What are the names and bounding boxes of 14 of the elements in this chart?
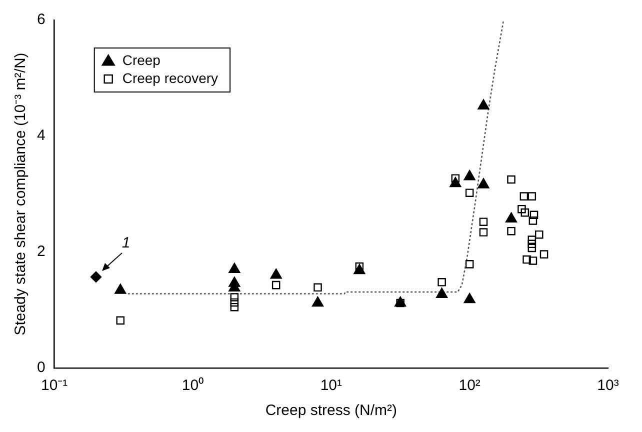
x-axis-title: Creep stress (N/m²): [265, 402, 398, 420]
y-tick-label: 6: [37, 11, 46, 28]
x-tick-label: 10⁰: [182, 377, 204, 394]
x-tick-label: 10¹: [320, 377, 342, 394]
x-tick-label: 10³: [597, 377, 619, 394]
y-tick-label: 4: [37, 127, 46, 144]
y-axis-title: Steady state shear compliance (10⁻³ m²/N): [12, 52, 30, 336]
y-tick-label: 0: [37, 359, 46, 376]
legend-label: Creep: [122, 52, 161, 68]
y-tick-label: 2: [37, 243, 46, 260]
annotation: 1: [122, 234, 130, 252]
legend-label: Creep recovery: [122, 70, 218, 86]
x-tick-label: 10²: [458, 377, 480, 394]
x-tick-label: 10⁻¹: [41, 377, 68, 394]
